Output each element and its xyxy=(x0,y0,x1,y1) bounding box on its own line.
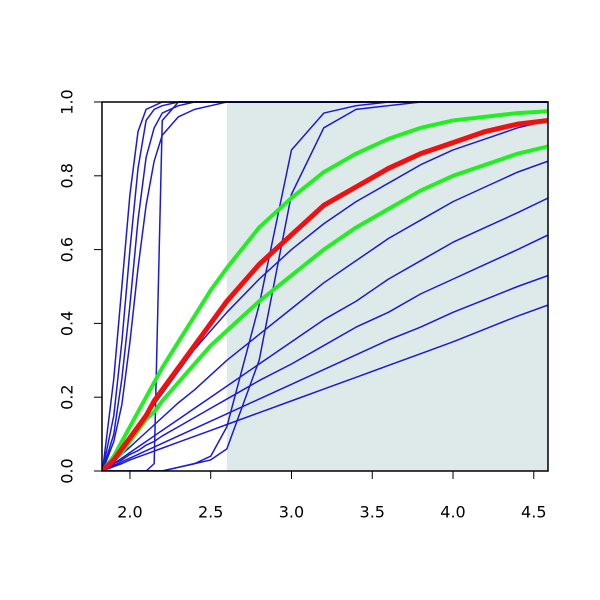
x-tick-label: 3.0 xyxy=(279,503,304,522)
plot-frame xyxy=(101,101,549,472)
y-tick-label: 1.0 xyxy=(58,89,77,114)
y-tick-label: 0.8 xyxy=(58,163,77,188)
curve xyxy=(102,197,548,471)
curve xyxy=(102,304,548,471)
curve xyxy=(102,117,548,471)
x-tick-label: 4.5 xyxy=(521,503,546,522)
y-tick-label: 0.2 xyxy=(58,384,77,409)
x-tick-label: 3.5 xyxy=(360,503,385,522)
y-tick-label: 0.0 xyxy=(58,458,77,483)
x-tick-label: 2.0 xyxy=(117,503,142,522)
y-tick-label: 0.6 xyxy=(58,237,77,262)
x-tick-label: 4.0 xyxy=(440,503,465,522)
curve xyxy=(102,274,548,471)
curve xyxy=(102,234,548,471)
curve xyxy=(102,160,548,471)
curve xyxy=(102,109,548,471)
y-tick-label: 0.4 xyxy=(58,311,77,336)
x-tick-label: 2.5 xyxy=(198,503,223,522)
